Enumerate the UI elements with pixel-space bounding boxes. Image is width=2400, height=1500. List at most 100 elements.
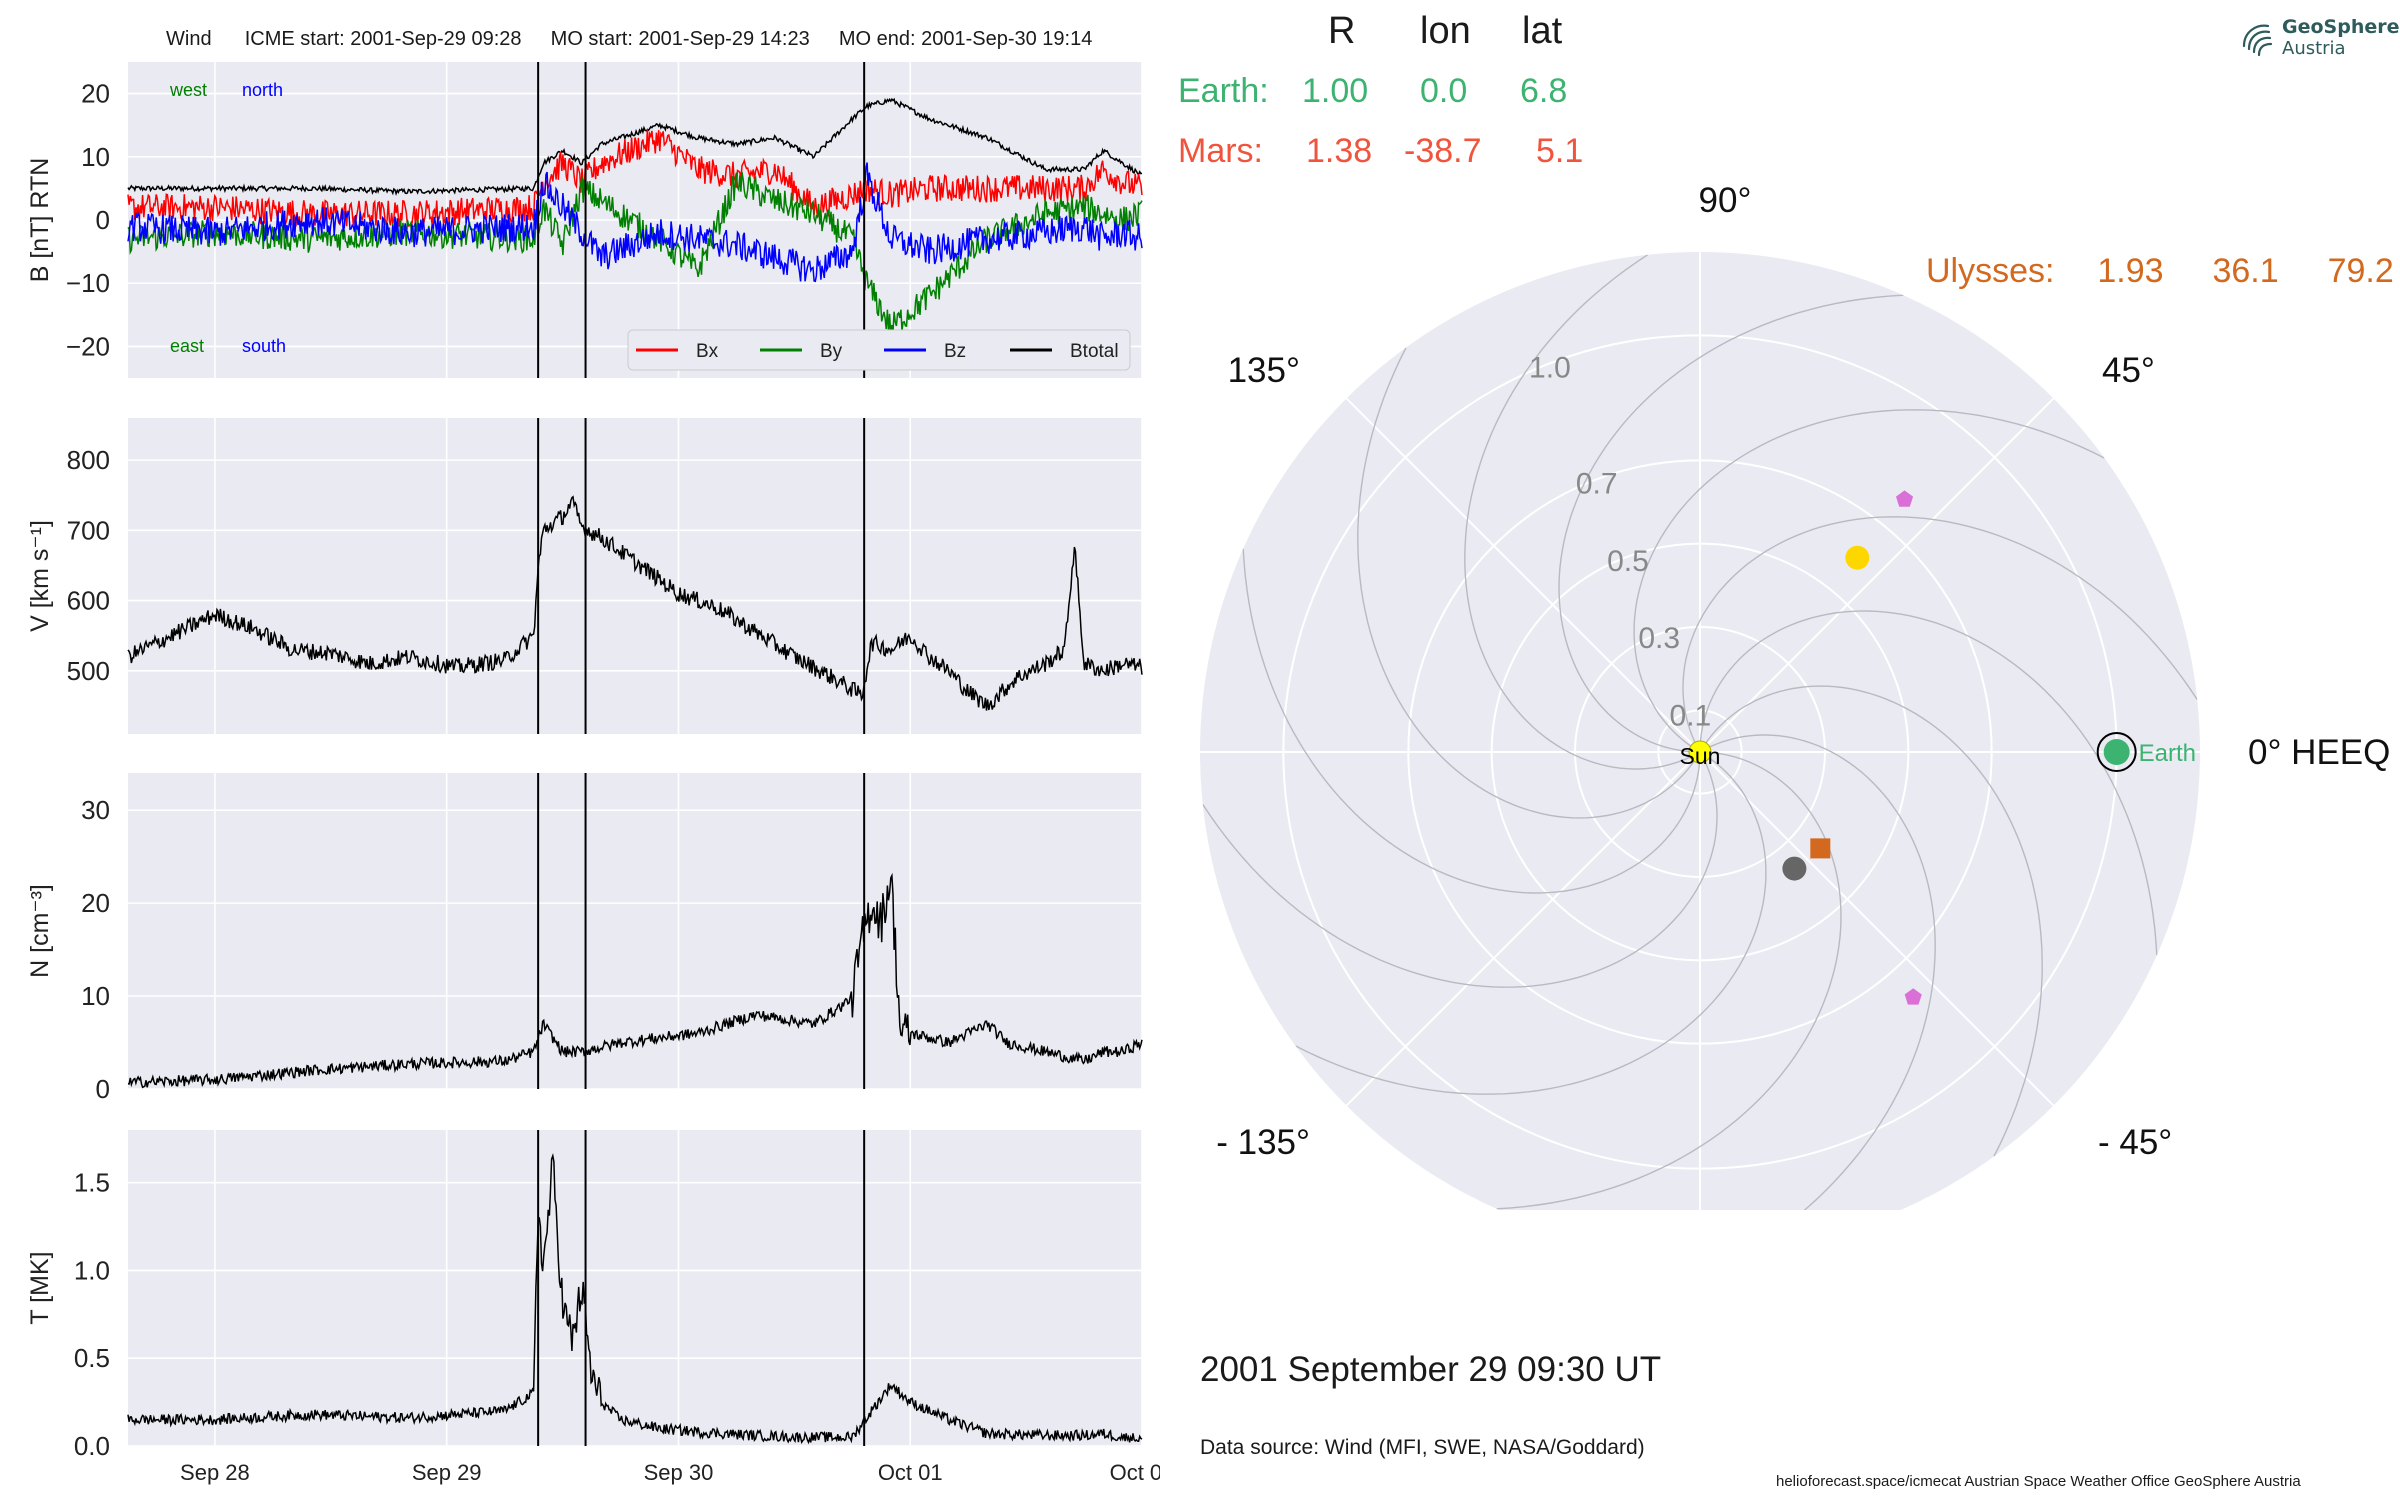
object-2-marker	[1845, 545, 1870, 570]
object-3-marker	[1896, 490, 1914, 507]
earth-ring	[2096, 732, 2137, 772]
panel-1-ytick: 0	[96, 205, 110, 235]
series-t-line	[127, 1152, 1143, 1445]
x-tick-label: Sep 28	[180, 1460, 250, 1485]
object-4-marker	[1904, 988, 1922, 1005]
parker-spiral	[1496, 751, 1842, 1210]
table-header-r: R	[1328, 10, 1356, 52]
footer-credits: helioforecast.space/icmecat Austrian Spa…	[1776, 1473, 2301, 1490]
ulysses-name: Ulysses:	[1926, 252, 2055, 290]
panel-4-ytick: 0.5	[74, 1343, 110, 1373]
annotation-east: east	[170, 336, 204, 356]
legend-label-bz: Bz	[944, 341, 966, 362]
polar-angle-label: - 135°	[1216, 1123, 1310, 1162]
series-n-line	[127, 872, 1143, 1089]
polar-angle-label: 45°	[2102, 351, 2155, 390]
panel-3-ytick: 0	[96, 1074, 110, 1104]
footer-date: 2001 September 29 09:30 UT	[1200, 1350, 1662, 1389]
series-bz-line	[127, 162, 1143, 283]
annotation-north: north	[242, 80, 283, 100]
parker-spiral	[1699, 685, 2043, 1157]
earth-label: Earth	[2139, 740, 2196, 767]
ulysses-lat: 79.2	[2327, 252, 2394, 290]
ulysses-r: 1.93	[2097, 252, 2164, 290]
mars-row-name: Mars:	[1178, 132, 1263, 170]
panel-4-ytick: 0.0	[74, 1431, 110, 1461]
panel-2-ytick: 500	[67, 656, 110, 686]
footer-data-source: Data source: Wind (MFI, SWE, NASA/Goddar…	[1200, 1436, 1645, 1459]
polar-r-tick: 1.0	[1529, 352, 1571, 385]
legend-label-btotal: Btotal	[1070, 341, 1119, 362]
parker-spiral	[1202, 751, 1718, 988]
series-by-line	[127, 171, 1143, 337]
panel-4-ytick: 1.5	[74, 1168, 110, 1198]
polar-r-tick: 0.7	[1576, 468, 1618, 501]
polar-angle-label: 0° HEEQ	[2248, 733, 2390, 772]
series-btotal-line	[127, 97, 1143, 196]
x-tick-label: Sep 29	[412, 1460, 482, 1485]
panel-1-ytick: −20	[66, 331, 110, 361]
table-header-lon: lon	[1420, 10, 1471, 52]
panel-3-ytick: 10	[81, 981, 110, 1011]
mars-row-lat: 5.1	[1536, 132, 1584, 170]
object-5-marker	[1810, 838, 1831, 859]
legend-label-by: By	[820, 341, 843, 362]
panel-2-background	[128, 418, 1142, 734]
header-spacecraft: Wind	[166, 28, 212, 50]
parker-spiral	[1699, 610, 2158, 956]
earth-row-lon: 0.0	[1420, 72, 1468, 110]
panel-1-ytick: −10	[66, 268, 110, 298]
x-tick-label: Oct 02	[1110, 1460, 1160, 1485]
ulysses-lon: 36.1	[2212, 252, 2279, 290]
annotation-west: west	[169, 80, 207, 100]
polar-r-tick: 0.5	[1607, 545, 1649, 578]
panel-3-ytick: 30	[81, 795, 110, 825]
polar-spoke	[1699, 751, 2055, 1107]
x-tick-label: Oct 01	[878, 1460, 943, 1485]
panel-4-background	[128, 1130, 1142, 1446]
parker-spiral	[1295, 751, 1767, 1095]
earth-row-lat: 6.8	[1520, 72, 1568, 110]
logo-line2: Austria	[2282, 38, 2346, 59]
series-bx-line	[127, 129, 1143, 228]
polar-spoke	[1699, 397, 2055, 753]
parker-spiral	[1558, 294, 1904, 753]
polar-spoke	[1345, 751, 1701, 1107]
legend-frame	[627, 329, 1131, 371]
polar-angle-label: 135°	[1228, 351, 1300, 390]
earth-marker	[2103, 739, 2130, 765]
timeseries-panels: 20 10 0 −10 −20 B [nT] RTN 800 700 600 500 V [km s…	[26, 62, 1160, 1485]
panel-2-ylabel: V [km s⁻¹]	[26, 520, 54, 632]
panel-4-ytick: 1.0	[74, 1255, 110, 1285]
polar-r-tick: 0.1	[1670, 699, 1712, 732]
panel-2-ytick: 700	[67, 515, 110, 545]
parker-spiral	[1699, 734, 1936, 1210]
parker-spiral	[1464, 254, 1701, 770]
panel-1-ytick: 10	[81, 142, 110, 172]
header-icme-start: ICME start: 2001-Sep-29 09:28	[244, 28, 522, 50]
header-mo-end: MO end: 2001-Sep-30 19:14	[838, 28, 1093, 50]
sun-marker	[1688, 740, 1712, 764]
annotation-south: south	[242, 336, 286, 356]
polar-spoke	[1345, 397, 1701, 753]
legend-label-bx: Bx	[696, 341, 719, 362]
polar-r-tick: 0.3	[1638, 622, 1680, 655]
panel-2-ytick: 600	[67, 586, 110, 616]
geosphere-logo-icon	[2242, 24, 2273, 57]
logo-line1: GeoSphere	[2282, 16, 2400, 38]
panel-3-ytick: 20	[81, 888, 110, 918]
series-v-line	[127, 495, 1143, 711]
header-line: Wind ICME start: 2001-Sep-29 09:28 MO st…	[166, 28, 1092, 51]
ulysses-row: Ulysses: 1.93 36.1 79.2	[1926, 252, 2394, 291]
polar-angle-label: - 45°	[2098, 1123, 2172, 1162]
panel-3-background	[128, 773, 1142, 1089]
parker-spiral	[1682, 516, 2198, 753]
earth-row-name: Earth:	[1178, 72, 1269, 110]
parker-spiral	[1242, 548, 1701, 894]
mars-row-lon: -38.7	[1404, 132, 1482, 170]
table-header-lat: lat	[1522, 10, 1563, 52]
sun-label: Sun	[1680, 743, 1721, 769]
panel-1-ytick: 20	[81, 79, 110, 109]
parker-spiral	[1633, 409, 2105, 753]
